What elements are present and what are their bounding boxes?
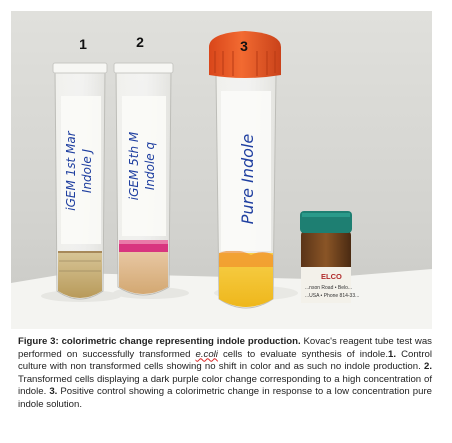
caption-sentence-4: Positive control showing a colorimetric … bbox=[18, 386, 432, 410]
tube-2: iGEM 5th M Indole q bbox=[113, 62, 174, 296]
caption-number-2: 2. bbox=[423, 361, 432, 373]
caption-ecoli: e.coli bbox=[195, 348, 218, 360]
reagent-bottle: ELCO ...nson Road • Belo... ...USA • Pho… bbox=[300, 211, 359, 303]
tube-number-3: 3 bbox=[240, 38, 248, 54]
tube-1: iGEM 1st Mar Indole J bbox=[52, 62, 108, 300]
tube-3: Pure Indole bbox=[209, 31, 281, 309]
caption-sentence-1a: Kovac's reagent tube test was performed … bbox=[18, 336, 432, 360]
caption-number-3: 3. bbox=[49, 386, 58, 398]
caption-sentence-2: Control culture with non transformed cel… bbox=[18, 348, 432, 373]
caption-title: Figure 3: colorimetric change representi… bbox=[18, 336, 301, 347]
tube-number-2: 2 bbox=[136, 34, 144, 50]
tube1-label-line1: iGEM 1st Mar bbox=[64, 130, 78, 210]
tube-number-1: 1 bbox=[79, 36, 87, 52]
caption-sentence-3: Transformed cells displaying a dark purp… bbox=[18, 373, 432, 398]
tube2-label-line2: Indole q bbox=[143, 141, 157, 190]
caption-sentence-1b: cells to evaluate synthesis of indole. bbox=[217, 348, 388, 360]
bottle-label-line1: ELCO bbox=[321, 272, 342, 281]
bottle-label-line3: ...USA • Phone 814-33... bbox=[305, 293, 359, 299]
figure-caption: Figure 3: colorimetric change representi… bbox=[18, 336, 432, 412]
bottle-label-line2: ...nson Road • Belo... bbox=[305, 285, 352, 291]
caption-number-1: 1. bbox=[388, 348, 397, 360]
tube1-label-line2: Indole J bbox=[80, 148, 94, 193]
figure-photo: iGEM 1st Mar Indole J iGEM 5th M Indole … bbox=[11, 11, 432, 329]
tube3-cap bbox=[209, 31, 281, 78]
tube2-label-line1: iGEM 5th M bbox=[127, 131, 141, 200]
tube3-label: Pure Indole bbox=[238, 134, 257, 225]
tube2-pink-ring bbox=[119, 243, 168, 252]
